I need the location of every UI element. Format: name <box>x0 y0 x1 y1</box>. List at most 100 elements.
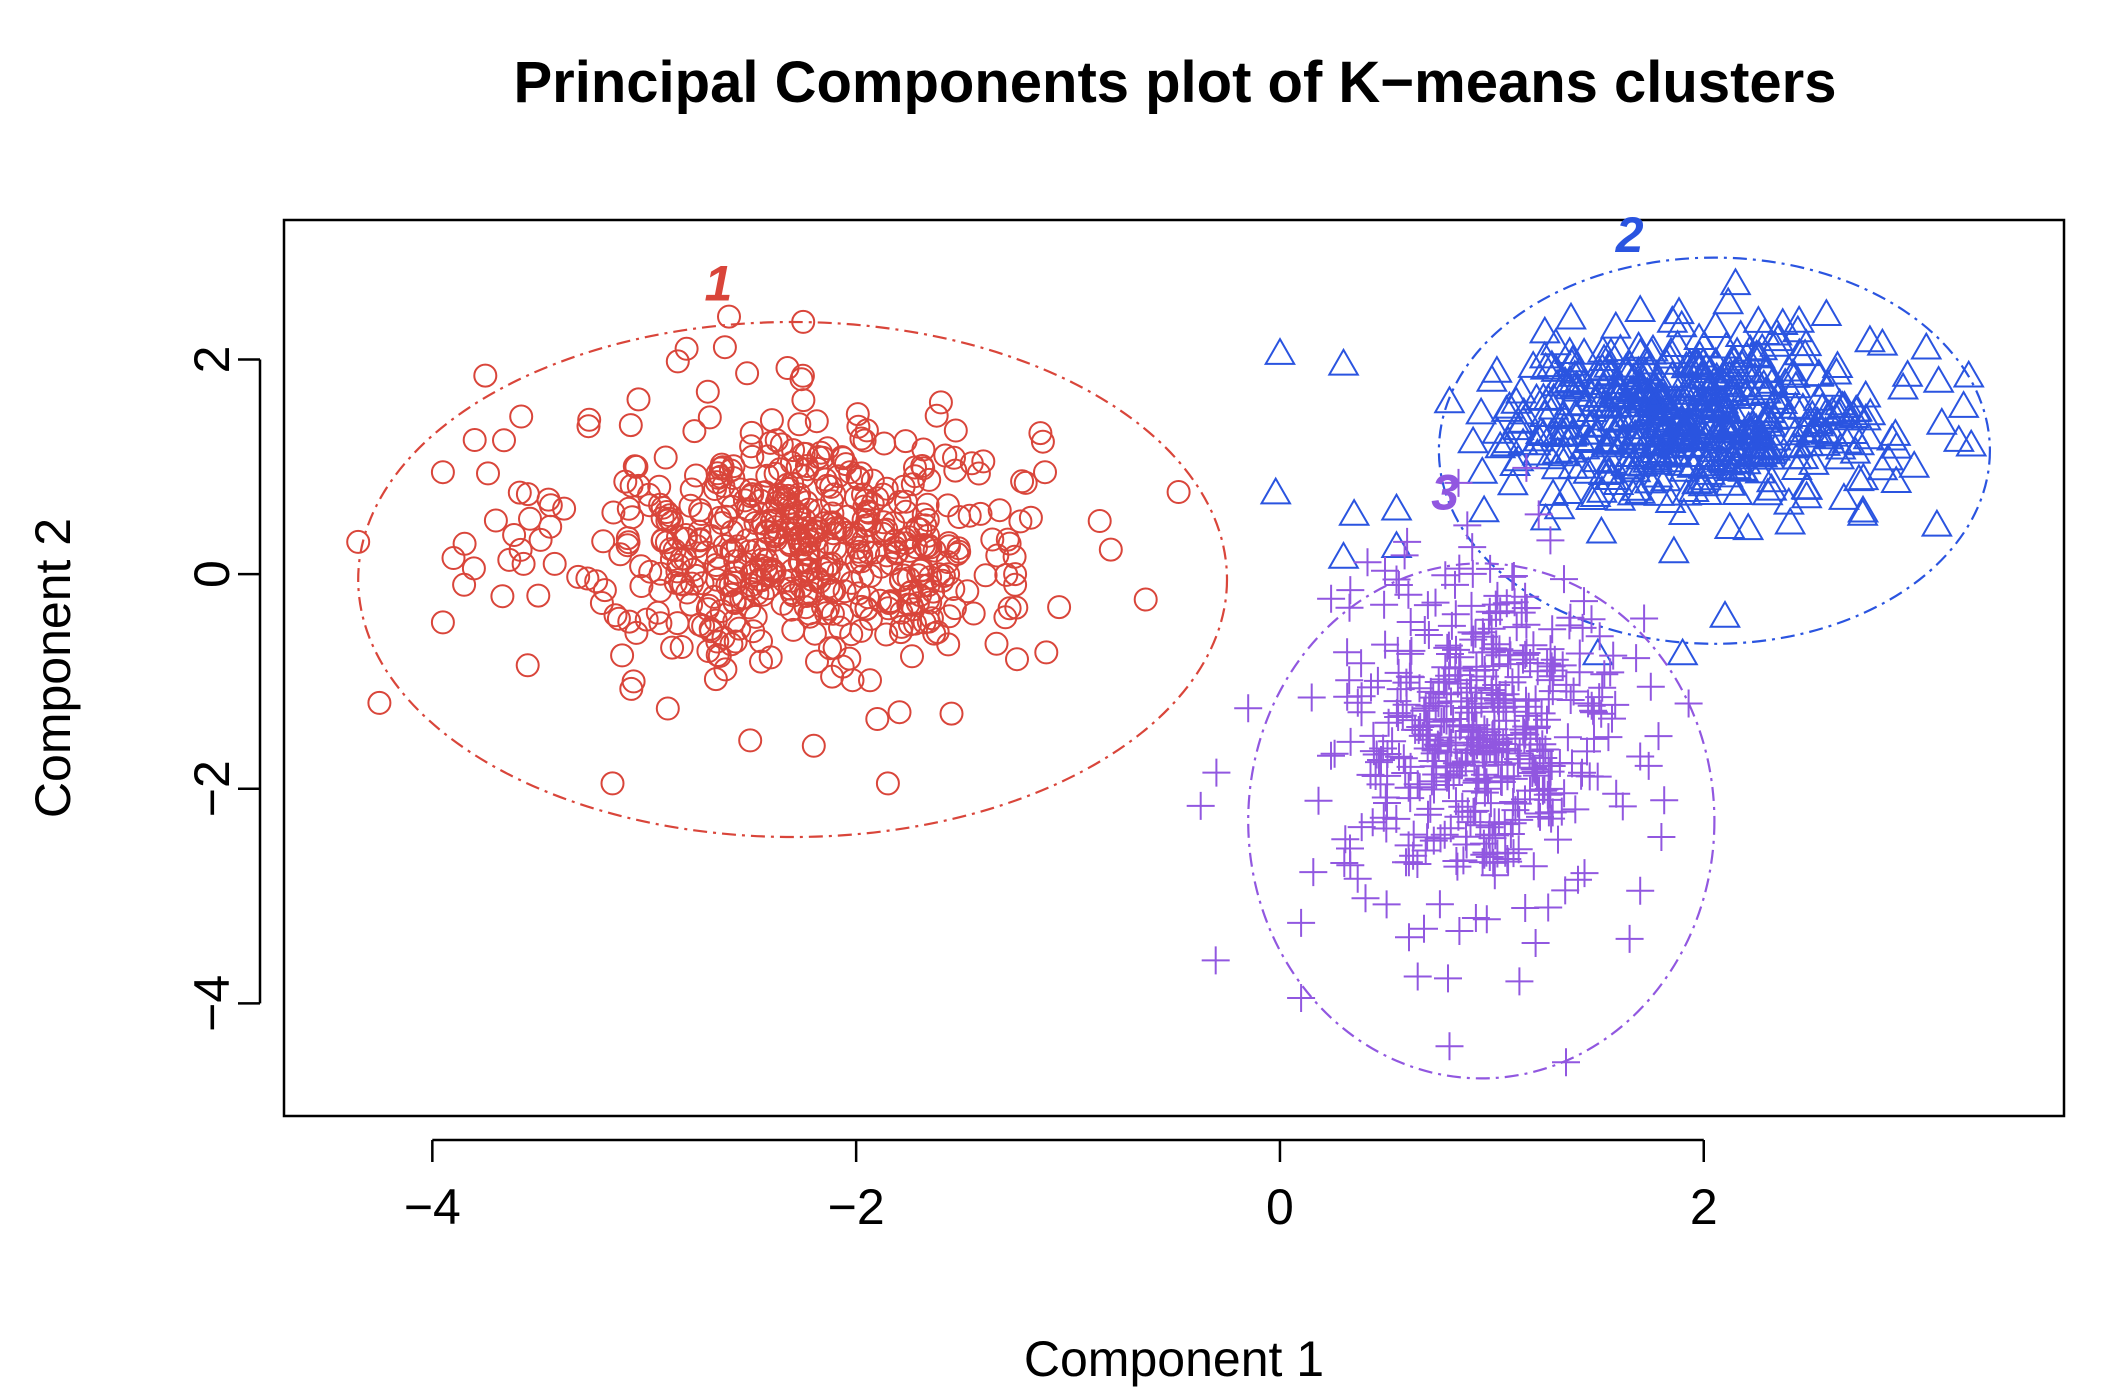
data-point <box>1783 337 1816 366</box>
data-point <box>1816 395 1849 424</box>
x-tick-label: 0 <box>1266 1179 1294 1235</box>
data-point <box>943 418 968 443</box>
data-point <box>720 539 745 564</box>
data-point <box>1498 562 1527 591</box>
x-tick-label: 2 <box>1690 1179 1718 1235</box>
data-point <box>684 463 708 488</box>
data-point <box>584 569 609 594</box>
data-point <box>1676 369 1709 398</box>
data-point <box>1630 604 1659 633</box>
data-point <box>1598 704 1626 733</box>
data-point <box>830 602 855 627</box>
data-point <box>1540 645 1569 674</box>
data-point <box>916 523 940 548</box>
data-point <box>1607 404 1640 433</box>
data-point <box>1347 813 1376 842</box>
data-point <box>1592 349 1625 378</box>
data-point <box>917 467 942 492</box>
data-point <box>1505 967 1534 996</box>
data-point <box>1558 749 1586 778</box>
data-point <box>738 728 763 753</box>
data-point <box>1420 775 1448 804</box>
data-point <box>1565 658 1594 687</box>
data-point <box>1657 535 1690 564</box>
data-point <box>1411 694 1440 723</box>
data-point <box>727 516 752 541</box>
data-point <box>659 547 684 572</box>
data-point <box>1721 477 1754 505</box>
data-point <box>1453 735 1482 764</box>
cluster-ellipse-1 <box>357 320 1229 839</box>
data-point <box>1003 572 1028 597</box>
data-point <box>1416 677 1445 706</box>
data-point <box>924 403 949 428</box>
data-point <box>852 494 877 519</box>
data-point <box>645 600 670 625</box>
data-point <box>1234 694 1263 723</box>
data-point <box>1587 699 1616 728</box>
data-point <box>1008 509 1033 534</box>
data-point <box>452 572 477 597</box>
data-point <box>1443 852 1472 881</box>
data-point <box>794 442 819 466</box>
data-point <box>896 566 921 591</box>
data-point <box>511 551 536 576</box>
data-point <box>885 539 910 564</box>
data-point <box>1320 739 1349 768</box>
data-point <box>1437 611 1466 640</box>
data-point <box>790 363 815 388</box>
data-point <box>576 414 601 439</box>
data-point <box>1359 721 1388 750</box>
data-point <box>1594 337 1627 365</box>
data-point <box>1432 706 1461 735</box>
data-point <box>1498 668 1527 697</box>
data-point <box>987 498 1012 523</box>
data-point <box>740 444 765 469</box>
data-point <box>750 547 775 572</box>
data-point <box>1536 635 1565 664</box>
data-point <box>1656 304 1689 333</box>
data-point <box>903 611 927 636</box>
data-point <box>1133 587 1158 612</box>
data-point <box>1405 773 1434 802</box>
data-point <box>1486 597 1515 626</box>
data-point <box>1910 331 1943 360</box>
data-point <box>785 454 810 479</box>
data-point <box>1561 795 1590 824</box>
data-point <box>1363 666 1392 695</box>
data-point <box>1777 357 1810 386</box>
data-point <box>476 461 500 486</box>
data-point <box>1496 820 1525 848</box>
data-point <box>1434 964 1462 993</box>
data-point <box>575 566 600 591</box>
data-point <box>801 733 826 758</box>
data-point <box>1327 347 1360 376</box>
data-point <box>1644 403 1677 431</box>
data-point <box>1512 686 1540 715</box>
data-point <box>1847 494 1880 523</box>
data-point <box>1590 427 1623 455</box>
data-point <box>1351 884 1380 913</box>
data-point <box>1297 683 1326 712</box>
data-point <box>1633 353 1666 382</box>
data-point <box>1519 852 1548 881</box>
data-point <box>759 557 784 582</box>
data-point <box>1476 554 1505 583</box>
data-point <box>789 550 813 575</box>
data-point <box>679 477 704 502</box>
data-point <box>650 506 675 530</box>
data-point <box>1444 802 1473 831</box>
data-point <box>1529 351 1562 380</box>
data-point <box>1599 310 1632 339</box>
data-point <box>1891 359 1924 387</box>
data-point <box>1849 379 1882 408</box>
data-point <box>1783 304 1816 333</box>
data-point <box>1572 455 1605 484</box>
cluster-1 <box>346 304 1229 839</box>
data-point <box>1602 370 1635 399</box>
cluster-2 <box>1259 256 1992 666</box>
data-point <box>1367 746 1395 774</box>
x-tick-label: −2 <box>828 1179 885 1235</box>
data-point <box>1674 689 1703 718</box>
data-point <box>1626 876 1655 905</box>
